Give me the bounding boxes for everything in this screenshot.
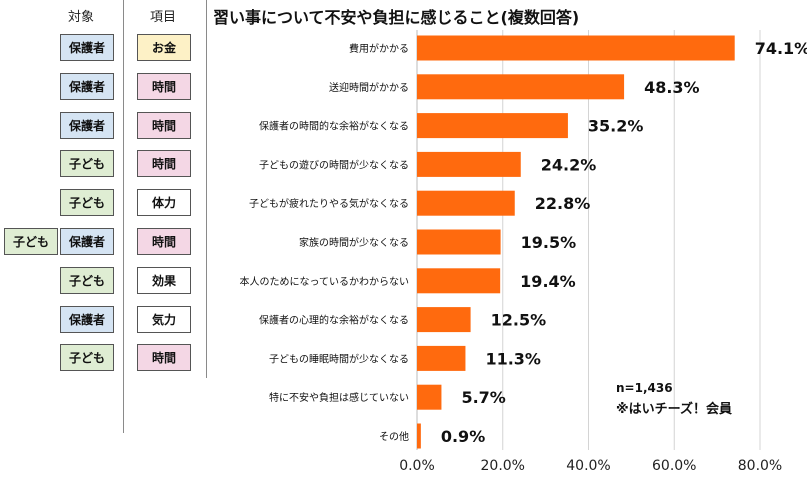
bar <box>417 190 515 216</box>
target-tag: 保護者 <box>60 228 114 255</box>
category-label: 送迎時間がかかる <box>329 81 409 94</box>
value-label: 22.8% <box>535 194 591 213</box>
value-label: 0.9% <box>441 427 485 446</box>
sample-size-note: n=1,436 <box>616 381 673 395</box>
bar <box>417 229 501 255</box>
value-label: 5.7% <box>461 388 505 407</box>
item-tag: 気力 <box>137 306 191 333</box>
target-tag: 子ども <box>60 189 114 216</box>
item-tag: 時間 <box>137 112 191 139</box>
category-label: 本人のためになっているかわからない <box>240 275 410 288</box>
item-tag: お金 <box>137 34 191 61</box>
value-label: 24.2% <box>541 155 597 174</box>
category-label: 特に不安や負担は感じていない <box>269 391 409 404</box>
outer-tag-child: 子ども <box>4 228 58 255</box>
bar <box>417 345 466 371</box>
target-tag: 子ども <box>60 344 114 371</box>
target-tag: 保護者 <box>60 34 114 61</box>
x-tick-label: 0.0% <box>399 458 435 474</box>
category-label: 子どもの睡眠時間が少なくなる <box>269 352 409 365</box>
bar <box>417 35 735 61</box>
bar <box>417 151 521 177</box>
source-note: ※はいチーズ！会員 <box>616 402 732 417</box>
column-header-item: 項目 <box>150 10 177 25</box>
category-label: 保護者の時間的な余裕がなくなる <box>259 120 409 133</box>
bar <box>417 74 625 100</box>
item-tag: 体力 <box>137 189 191 216</box>
item-tag: 時間 <box>137 73 191 100</box>
category-label: 子どもの遊びの時間が少なくなる <box>259 158 409 171</box>
value-label: 74.1% <box>755 39 807 58</box>
target-tag: 保護者 <box>60 306 114 333</box>
item-tag: 時間 <box>137 344 191 371</box>
x-tick-label: 60.0% <box>652 458 696 474</box>
value-label: 19.5% <box>521 233 577 252</box>
target-tag: 保護者 <box>60 73 114 100</box>
bar <box>417 307 471 333</box>
bar <box>417 423 421 449</box>
value-label: 48.3% <box>644 78 700 97</box>
column-divider-right <box>206 0 207 378</box>
category-label: 家族の時間が少なくなる <box>299 236 409 249</box>
category-label: 保護者の心理的な余裕がなくなる <box>259 314 409 327</box>
bar <box>417 384 442 410</box>
value-label: 19.4% <box>520 272 576 291</box>
item-tag: 効果 <box>137 267 191 294</box>
bar <box>417 268 501 294</box>
value-label: 12.5% <box>491 311 547 330</box>
x-tick-label: 20.0% <box>481 458 525 474</box>
x-tick-label: 80.0% <box>738 458 782 474</box>
category-label: その他 <box>379 430 409 443</box>
item-tag: 時間 <box>137 150 191 177</box>
item-tag: 時間 <box>137 228 191 255</box>
value-label: 35.2% <box>588 117 644 136</box>
target-tag: 保護者 <box>60 112 114 139</box>
bar <box>417 113 568 139</box>
x-tick-label: 40.0% <box>566 458 610 474</box>
target-tag: 子ども <box>60 267 114 294</box>
value-label: 11.3% <box>485 349 541 368</box>
chart-title: 習い事について不安や負担に感じること(複数回答) <box>213 8 580 27</box>
column-divider-left <box>123 0 124 433</box>
category-label: 子どもが疲れたりやる気がなくなる <box>249 197 409 210</box>
target-tag: 子ども <box>60 150 114 177</box>
category-label: 費用がかかる <box>349 42 409 55</box>
column-header-target: 対象 <box>68 10 95 25</box>
